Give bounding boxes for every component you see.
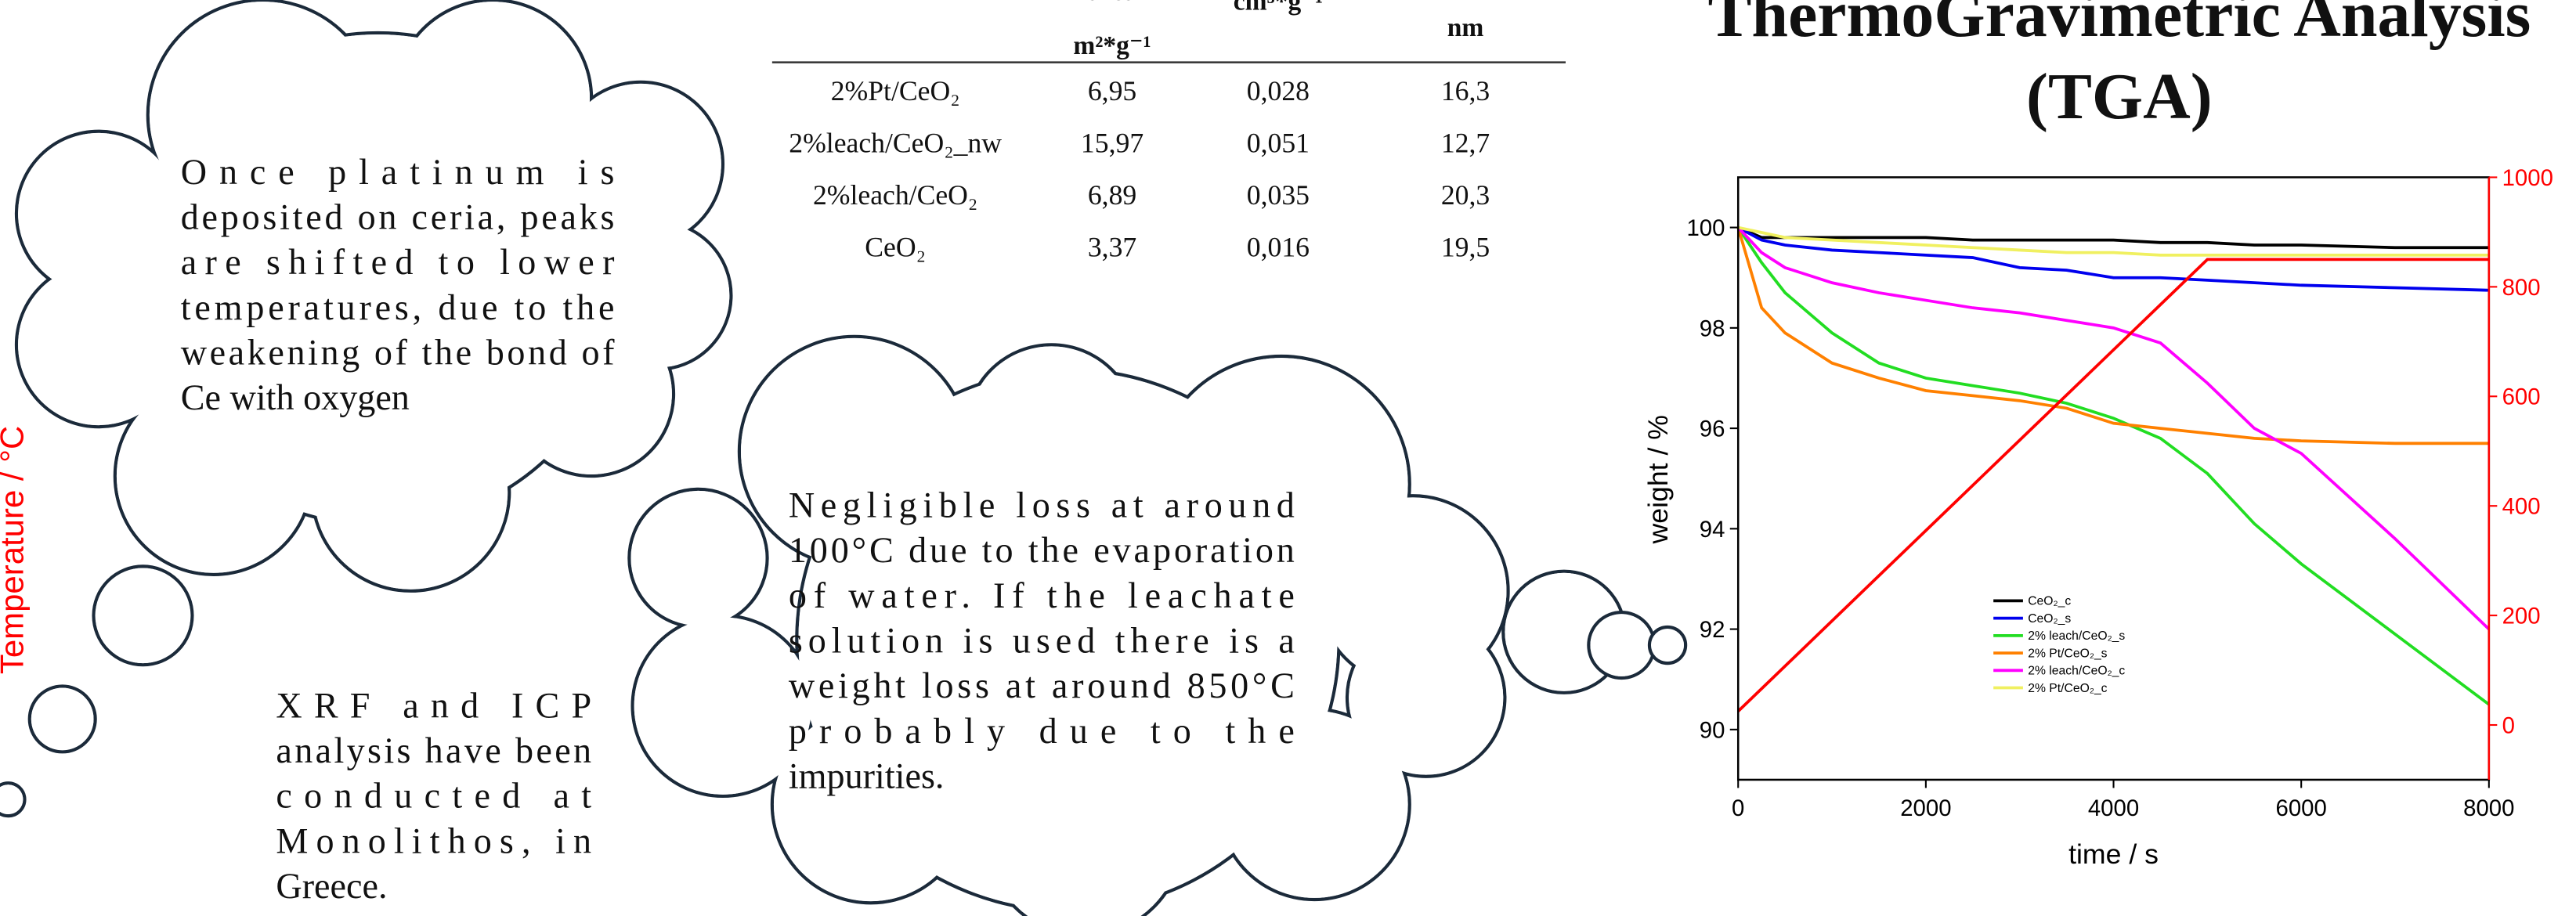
y-tick-label: 94 xyxy=(1700,517,1725,543)
table-cell: 16,3 xyxy=(1441,75,1490,106)
x-tick-label: 2000 xyxy=(1900,795,1951,821)
legend-label: 2% leach/CeO₂_s xyxy=(2028,629,2125,643)
y-tick-label: 90 xyxy=(1700,717,1725,743)
cloud-text: temperatures, due to the xyxy=(181,287,615,327)
cloud-text: solution is used there is a xyxy=(789,620,1295,660)
table-cell: 6,95 xyxy=(1088,75,1136,106)
cloud-text: weight loss at around 850°C xyxy=(789,665,1295,705)
cloud-text: XRF and ICP xyxy=(276,685,591,725)
x-tick-label: 0 xyxy=(1732,795,1744,821)
page: {"poster": { "left_axis_label": "Tempera… xyxy=(0,0,2576,916)
legend-label: 2% Pt/CeO₂_s xyxy=(2028,647,2107,660)
x-tick-label: 8000 xyxy=(2463,795,2514,821)
y-tick-label: 100 xyxy=(1686,215,1725,241)
x-tick-label: 6000 xyxy=(2276,795,2327,821)
table-cell: 6,89 xyxy=(1088,179,1136,211)
cloud-text: Monolithos, in xyxy=(276,820,591,860)
table-cell: 20,3 xyxy=(1441,179,1490,211)
y2-tick-label: 400 xyxy=(2502,494,2541,520)
table-header: m²*g⁻¹ xyxy=(1073,31,1151,60)
y-tick-label: 96 xyxy=(1700,417,1725,442)
legend-label: 2% leach/CeO₂_c xyxy=(2028,665,2125,678)
cloud-fill xyxy=(31,688,94,751)
y-axis-label: weight / % xyxy=(1642,415,1674,544)
table-cell: 2%leach/CeO₂_nw xyxy=(789,127,1002,158)
cloud-text: Greece. xyxy=(276,866,387,906)
left-axis-label: Temperature / °C xyxy=(0,426,30,674)
y-tick-label: 92 xyxy=(1700,617,1725,643)
table-cell: 0,028 xyxy=(1247,75,1310,106)
table-cell: 12,7 xyxy=(1441,127,1490,158)
y2-tick-label: 0 xyxy=(2502,713,2515,739)
y-tick-label: 98 xyxy=(1700,316,1725,341)
x-tick-label: 4000 xyxy=(2088,795,2139,821)
table-header: nm xyxy=(1447,13,1484,42)
table-cell: 0,035 xyxy=(1247,179,1310,211)
series-line xyxy=(1738,228,2489,248)
table-header: area xyxy=(1088,0,1137,6)
table-cell: 2%leach/CeO₂ xyxy=(813,179,977,211)
cloud-text: impurities. xyxy=(789,756,945,795)
table-cell: 0,051 xyxy=(1247,127,1310,158)
table-cell: 0,016 xyxy=(1247,231,1310,262)
poster-title: ThermoGravimetric Analysis xyxy=(1707,0,2531,51)
table-cell: 19,5 xyxy=(1441,231,1490,262)
table-cell: 3,37 xyxy=(1088,231,1136,262)
cloud-text: conducted at xyxy=(276,776,591,816)
legend-label: CeO₂_c xyxy=(2028,595,2071,608)
table-cell: CeO₂ xyxy=(865,231,926,262)
poster-title: (TGA) xyxy=(2026,60,2213,133)
cloud-fill xyxy=(1590,614,1653,676)
y2-tick-label: 1000 xyxy=(2502,165,2553,191)
table-cell: 2%Pt/CeO₂ xyxy=(831,75,960,106)
cloud-text: 100°C due to the evaporation xyxy=(789,530,1295,570)
legend-label: 2% Pt/CeO₂_c xyxy=(2028,682,2107,695)
cloud-fill xyxy=(630,491,765,626)
cloud-text: Ce with oxygen xyxy=(181,377,410,417)
cloud-fill xyxy=(96,568,191,663)
y2-tick-label: 600 xyxy=(2502,384,2541,410)
y2-tick-label: 200 xyxy=(2502,604,2541,629)
legend-label: CeO₂_s xyxy=(2028,612,2071,626)
table-header: cm³*g⁻¹ xyxy=(1234,0,1323,16)
plot-frame xyxy=(1738,177,2489,780)
x-axis-label: time / s xyxy=(2068,838,2159,870)
y2-tick-label: 800 xyxy=(2502,275,2541,301)
cloud-fill xyxy=(1651,629,1684,662)
cloud-text: analysis have been xyxy=(276,730,591,770)
poster: Temperature / °C Once platinum isdeposit… xyxy=(0,0,2576,916)
table-cell: 15,97 xyxy=(1081,127,1143,158)
cloud-fill xyxy=(634,617,812,794)
